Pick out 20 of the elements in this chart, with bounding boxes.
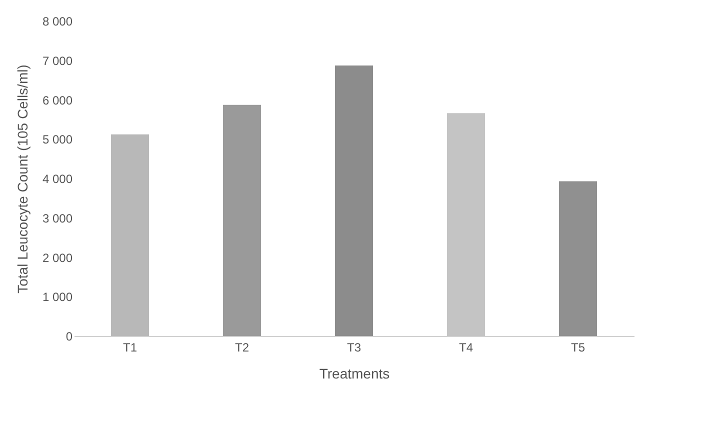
x-tick-label: T5 (570, 340, 586, 354)
y-tick-label: 3 000 (42, 211, 73, 226)
y-tick-label: 1 000 (42, 290, 73, 304)
y-tick-label: 0 (66, 330, 73, 344)
bar (559, 181, 597, 336)
x-tick-label: T2 (234, 340, 250, 354)
y-tick-label: 2 000 (42, 250, 73, 265)
x-tick-label: T1 (122, 340, 138, 354)
x-tick-label: T3 (346, 340, 362, 354)
bar (223, 104, 261, 336)
y-tick-label: 8 000 (42, 14, 73, 28)
bar (335, 65, 373, 336)
bar (111, 134, 149, 336)
y-tick-label: 5 000 (42, 132, 73, 147)
y-tick-label: 7 000 (42, 54, 73, 68)
y-tick-label: 4 000 (42, 172, 73, 186)
x-axis-title: Treatments (319, 366, 390, 382)
y-tick-label: 6 000 (42, 93, 73, 108)
x-tick-label: T4 (458, 340, 474, 354)
y-axis-title: Total Leucocyte Count (105 Cells/ml) (14, 64, 30, 294)
